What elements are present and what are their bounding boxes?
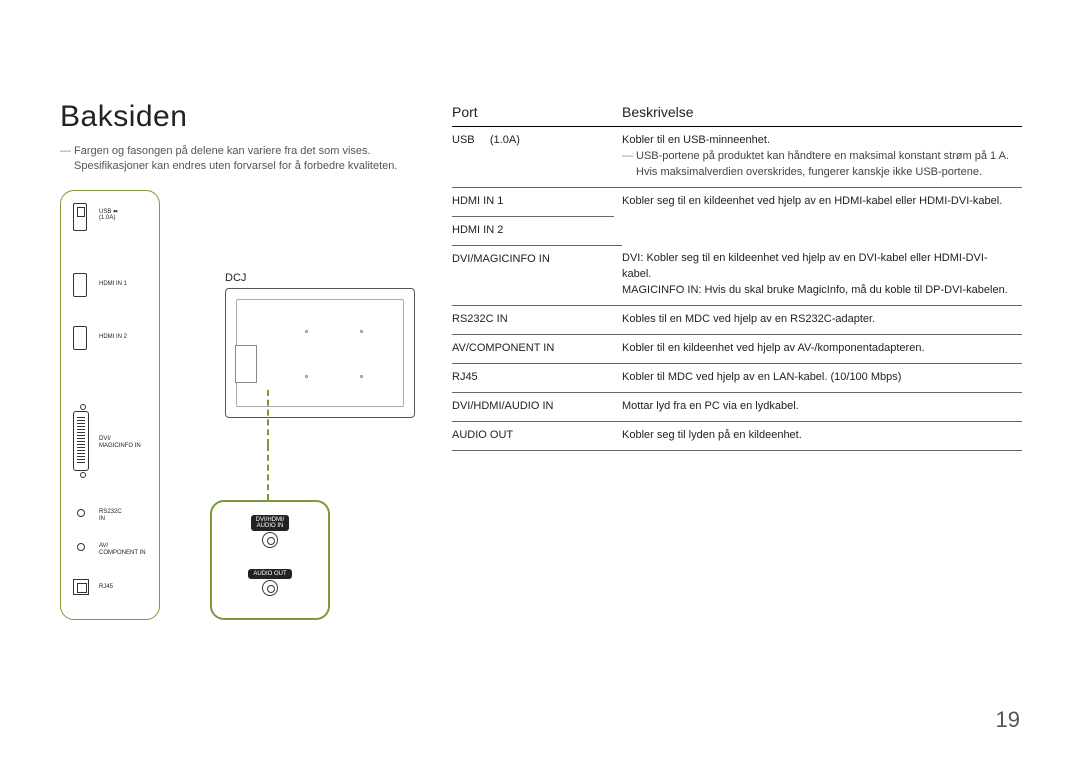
rj45-port-icon (73, 579, 89, 595)
audio-in-jack-icon (262, 532, 278, 548)
hdmi2-port-label: HDMI IN 2 (99, 334, 127, 340)
table-header-port: Port (452, 100, 622, 127)
monitor-panel-icon (235, 345, 257, 383)
connector-line (267, 445, 269, 500)
desc-cell: Kobler til MDC ved hjelp av en LAN-kabel… (622, 363, 1022, 392)
port-description-table: Port Beskrivelse USB (1.0A) Kobler til e… (452, 100, 1022, 451)
audio-panel-diagram: DVI/HDMI/AUDIO IN AUDIO OUT (210, 500, 330, 620)
usb-port-icon (73, 203, 87, 231)
desc-cell: Kobler til en kildeenhet ved hjelp av AV… (622, 334, 1022, 363)
port-cell: DVI/MAGICINFO IN (452, 245, 622, 305)
port-panel-diagram: USB ⬌(1.0A) HDMI IN 1 HDMI IN 2 DVI/MAGI… (60, 190, 160, 620)
note-block: ―Fargen og fasongen på delene kan varier… (60, 144, 450, 175)
usb-port-label: USB ⬌(1.0A) (99, 209, 118, 221)
desc-cell: Kobles til en MDC ved hjelp av en RS232C… (622, 306, 1022, 335)
mount-hole-icon (360, 375, 363, 378)
table-row: RJ45 Kobler til MDC ved hjelp av en LAN-… (452, 363, 1022, 392)
section-title: Baksiden (60, 100, 450, 134)
desc-cell: Kobler til en USB-minneenhet. ―USB-porte… (622, 127, 1022, 188)
table-row: HDMI IN 1 HDMI IN 2 Kobler seg til en ki… (452, 187, 1022, 245)
port-cell: DVI/HDMI/AUDIO IN (452, 392, 622, 421)
audio-out-jack-icon (262, 580, 278, 596)
dvi-port-label: DVI/MAGICINFO IN (99, 436, 141, 449)
table-header-desc: Beskrivelse (622, 100, 1022, 127)
page-number: 19 (996, 707, 1020, 733)
desc-cell: Kobler seg til en kildeenhet ved hjelp a… (622, 187, 1022, 245)
port-cell: AUDIO OUT (452, 421, 622, 450)
avcomponent-port-icon (77, 543, 85, 551)
hdmi2-port-icon (73, 326, 87, 350)
desc-cell: DVI: Kobler seg til en kildeenhet ved hj… (622, 245, 1022, 305)
desc-cell: Mottar lyd fra en PC via en lydkabel. (622, 392, 1022, 421)
rj45-port-label: RJ45 (99, 584, 113, 590)
port-cell: AV/COMPONENT IN (452, 334, 622, 363)
table-row: DVI/HDMI/AUDIO IN Mottar lyd fra en PC v… (452, 392, 1022, 421)
table-row: USB (1.0A) Kobler til en USB-minneenhet.… (452, 127, 1022, 188)
model-label: DCJ (225, 272, 246, 284)
note-line-2: Spesifikasjoner kan endres uten forvarse… (74, 159, 397, 174)
desc-cell: Kobler seg til lyden på en kildeenhet. (622, 421, 1022, 450)
rs232c-port-icon (77, 509, 85, 517)
port-cell: USB (1.0A) (452, 127, 622, 188)
left-column: Baksiden ―Fargen og fasongen på delene k… (60, 100, 450, 175)
mount-hole-icon (305, 330, 308, 333)
port-cell: HDMI IN 1 HDMI IN 2 (452, 187, 622, 245)
manual-page: Baksiden ―Fargen og fasongen på delene k… (0, 0, 1080, 763)
port-cell: RJ45 (452, 363, 622, 392)
mount-hole-icon (305, 375, 308, 378)
dvi-port-icon (73, 411, 89, 471)
table-row: AUDIO OUT Kobler seg til lyden på en kil… (452, 421, 1022, 450)
note-line-1: Fargen og fasongen på delene kan variere… (74, 144, 371, 159)
table-row: DVI/MAGICINFO IN DVI: Kobler seg til en … (452, 245, 1022, 305)
rs232c-port-label: RS232CIN (99, 509, 122, 522)
table-row: AV/COMPONENT IN Kobler til en kildeenhet… (452, 334, 1022, 363)
connector-line (267, 390, 269, 445)
mount-hole-icon (360, 330, 363, 333)
table-row: RS232C IN Kobles til en MDC ved hjelp av… (452, 306, 1022, 335)
hdmi1-port-label: HDMI IN 1 (99, 281, 127, 287)
avcomponent-port-label: AV/COMPONENT IN (99, 543, 146, 556)
port-cell: RS232C IN (452, 306, 622, 335)
hdmi1-port-icon (73, 273, 87, 297)
